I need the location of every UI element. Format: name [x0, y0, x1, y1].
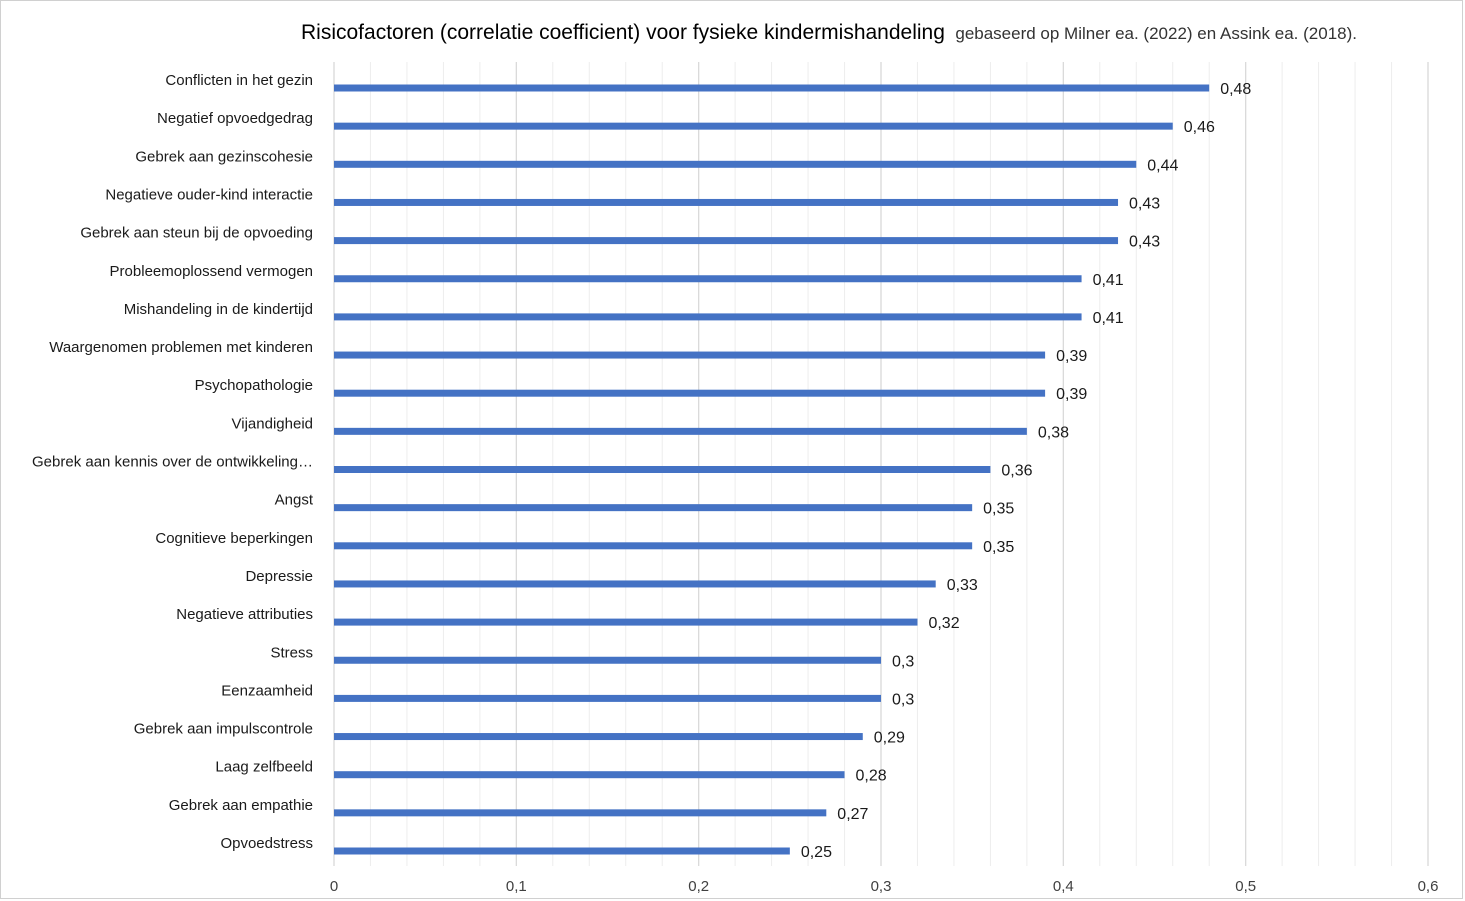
category-label: Negatieve ouder-kind interactie [105, 186, 313, 203]
chart-subtitle: gebaseerd op Milner ea. (2022) en Assink… [955, 24, 1357, 43]
category-label: Gebrek aan steun bij de opvoeding [80, 225, 313, 242]
bar [334, 847, 790, 855]
category-label: Laag zelfbeeld [215, 759, 313, 776]
data-label: 0,3 [892, 653, 914, 670]
category-label: Waargenomen problemen met kinderen [49, 339, 313, 356]
bar [334, 84, 1210, 92]
category-label: Mishandeling in de kindertijd [124, 301, 313, 318]
chart-title-main: Risicofactoren (correlatie coefficient) … [301, 21, 945, 44]
category-label: Stress [270, 644, 313, 661]
category-label: Gebrek aan gezinscohesie [135, 148, 313, 165]
bar [334, 122, 1173, 130]
x-tick-label: 0 [330, 878, 338, 895]
bar [334, 733, 863, 741]
labels-layer: Conflicten in het gezin 0,48 Negatief opvo… [32, 72, 1251, 861]
data-label: 0,35 [983, 501, 1014, 518]
x-axis-ticks: 0 0,1 0,2 0,3 0,4 0,5 0,6 [330, 878, 1439, 895]
bar [334, 656, 881, 664]
data-label: 0,3 [892, 691, 914, 708]
category-label: Gebrek aan empathie [169, 797, 313, 814]
data-label: 0,38 [1038, 424, 1069, 441]
x-tick-label: 0,4 [1053, 878, 1074, 895]
bar [334, 542, 973, 550]
category-label: Conflicten in het gezin [165, 72, 313, 89]
bar [334, 504, 973, 512]
category-label: Depressie [245, 568, 313, 585]
category-label: Opvoedstress [220, 835, 313, 852]
x-tick-label: 0,1 [506, 878, 527, 895]
bar [334, 198, 1119, 206]
data-label: 0,27 [837, 806, 868, 823]
chart-title: Risicofactoren (correlatie coefficient) … [301, 21, 1357, 44]
x-tick-label: 0,5 [1235, 878, 1256, 895]
x-tick-label: 0,6 [1418, 878, 1439, 895]
bar [334, 275, 1082, 283]
bars-layer [334, 84, 1210, 855]
category-label: Negatief opvoedgedrag [157, 110, 313, 127]
bar [334, 237, 1119, 245]
bar [334, 809, 827, 817]
data-label: 0,29 [874, 730, 905, 747]
bar [334, 694, 881, 702]
data-label: 0,28 [856, 768, 887, 785]
data-label: 0,25 [801, 844, 832, 861]
bar [334, 618, 918, 626]
bar [334, 771, 845, 779]
data-label: 0,43 [1129, 195, 1160, 212]
data-label: 0,41 [1093, 272, 1124, 289]
category-label: Cognitieve beperkingen [155, 530, 313, 547]
data-label: 0,46 [1184, 119, 1215, 136]
bar [334, 351, 1046, 359]
category-label: Negatieve attributies [176, 606, 313, 623]
data-label: 0,43 [1129, 234, 1160, 251]
data-label: 0,48 [1220, 81, 1251, 98]
category-label: Gebrek aan kennis over de ontwikkeling… [32, 454, 313, 471]
x-tick-label: 0,2 [688, 878, 709, 895]
data-label: 0,39 [1056, 348, 1087, 365]
category-label: Angst [275, 492, 314, 509]
bar [334, 160, 1137, 168]
category-label: Psychopathologie [195, 377, 313, 394]
grid-layer [333, 62, 1429, 866]
category-label: Gebrek aan impulscontrole [134, 721, 313, 738]
data-label: 0,39 [1056, 386, 1087, 403]
bar [334, 466, 991, 473]
data-label: 0,41 [1093, 310, 1124, 327]
x-tick-label: 0,3 [871, 878, 892, 895]
bar [334, 427, 1027, 435]
category-label: Vijandigheid [232, 415, 313, 432]
data-label: 0,44 [1147, 157, 1178, 174]
category-label: Eenzaamheid [221, 682, 313, 699]
data-label: 0,33 [947, 577, 978, 594]
bar [334, 313, 1082, 321]
data-label: 0,36 [1001, 463, 1032, 480]
category-label: Probleemoplossend vermogen [110, 263, 313, 280]
bar [334, 580, 936, 588]
data-label: 0,35 [983, 539, 1014, 556]
bar [334, 389, 1046, 397]
data-label: 0,32 [928, 615, 959, 632]
